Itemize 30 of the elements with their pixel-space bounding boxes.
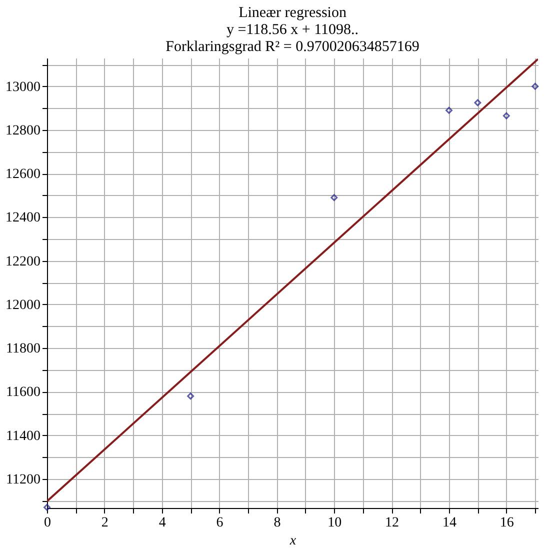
y-tick-label: 11400: [6, 428, 40, 444]
x-tick-label: 16: [500, 516, 514, 530]
y-tick-label: 12800: [6, 123, 40, 138]
y-tick-label: 11800: [6, 342, 40, 357]
y-tick-label: 12400: [6, 210, 40, 226]
x-axis-title: x: [288, 534, 297, 548]
y-tick-label: 11600: [6, 385, 40, 400]
y-tick-label: 12600: [6, 167, 40, 182]
x-tick-label: 12: [385, 516, 400, 530]
point: [502, 112, 510, 120]
point: [187, 392, 194, 400]
point: [44, 504, 50, 511]
x-tick-label: 2: [101, 516, 108, 530]
y-tick-label: 13000: [6, 80, 40, 95]
x-tick-label: 10: [328, 516, 342, 530]
text: y =118.56 x + 11098..: [226, 22, 359, 38]
point: [446, 106, 452, 114]
y-tick-label: 12200: [6, 254, 40, 270]
text: Forklaringsgrad R² = 0.970020634857169: [166, 39, 420, 55]
point: [330, 194, 338, 202]
x-tick-label: 14: [442, 516, 456, 530]
x-tick-label: 0: [44, 516, 51, 530]
y-tick-label: 11200: [6, 472, 40, 488]
point: [474, 99, 482, 106]
point: [532, 82, 539, 90]
x-tick-label: 6: [216, 516, 224, 530]
x-tick-label: 8: [274, 516, 281, 530]
x-tick-label: 4: [158, 516, 166, 530]
text: Lineær regression: [238, 5, 346, 21]
y-tick-label: 12000: [6, 298, 40, 313]
